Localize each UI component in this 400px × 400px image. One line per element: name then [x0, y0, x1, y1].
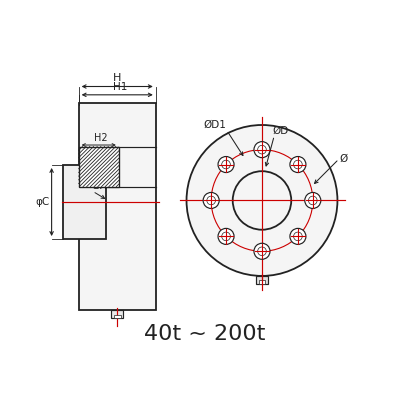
Circle shape — [290, 228, 306, 244]
Bar — [63, 165, 106, 239]
Text: φC: φC — [36, 197, 50, 207]
Text: H1: H1 — [113, 82, 128, 92]
Text: H: H — [113, 73, 122, 83]
Circle shape — [186, 125, 338, 276]
Text: SR: SR — [92, 181, 108, 191]
Circle shape — [218, 228, 234, 244]
Bar — [79, 146, 119, 186]
Bar — [114, 314, 121, 318]
Text: ØD: ØD — [273, 126, 289, 136]
Circle shape — [218, 156, 234, 172]
Text: 40t ~ 200t: 40t ~ 200t — [144, 324, 266, 344]
Bar — [256, 276, 268, 284]
Text: ØD1: ØD1 — [204, 120, 226, 130]
Bar — [259, 280, 265, 284]
Bar — [79, 104, 156, 310]
Bar — [79, 146, 119, 186]
Circle shape — [254, 142, 270, 158]
Circle shape — [233, 171, 291, 230]
Text: H2: H2 — [94, 132, 108, 142]
Circle shape — [290, 156, 306, 172]
Circle shape — [254, 243, 270, 259]
Circle shape — [305, 192, 321, 208]
Bar — [111, 310, 123, 318]
Circle shape — [203, 192, 219, 208]
Text: Ø: Ø — [339, 154, 347, 164]
